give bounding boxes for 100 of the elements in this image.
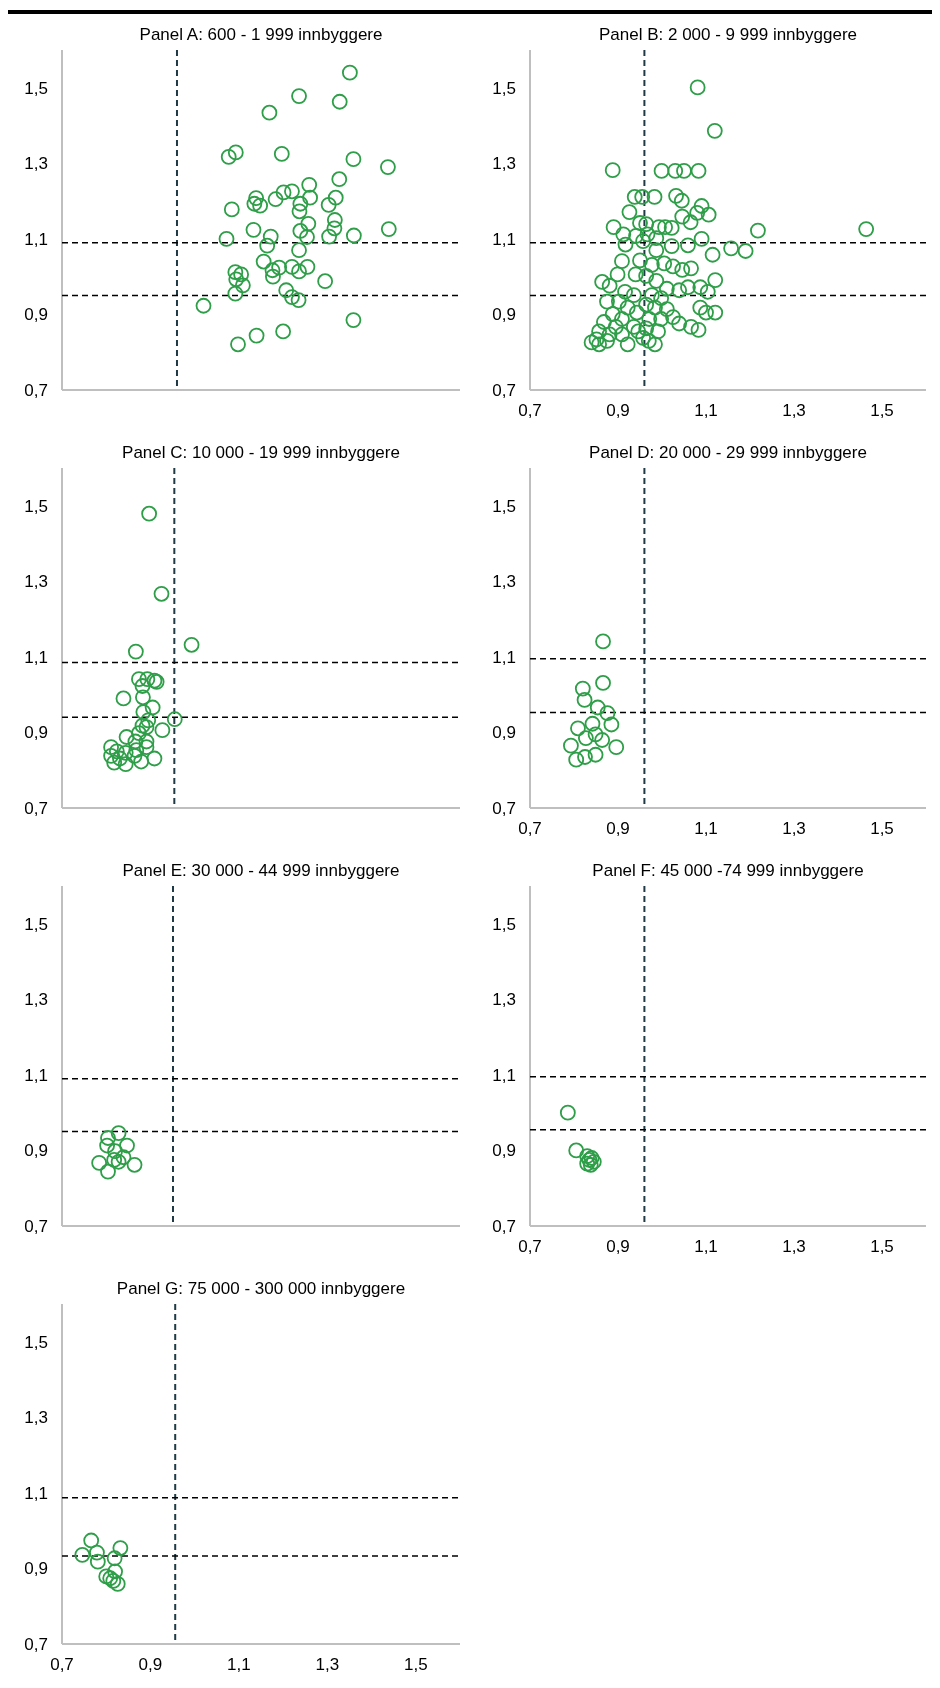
y-tick-label: 1,5 bbox=[24, 914, 48, 934]
point bbox=[131, 671, 147, 688]
point bbox=[110, 1153, 127, 1170]
point bbox=[233, 266, 249, 283]
point bbox=[299, 258, 316, 275]
point bbox=[103, 747, 119, 764]
point bbox=[326, 212, 343, 228]
y-tick-label: 0,7 bbox=[492, 1216, 516, 1236]
point bbox=[154, 722, 171, 739]
point bbox=[133, 753, 150, 770]
point bbox=[327, 189, 344, 206]
point bbox=[119, 1137, 135, 1154]
point bbox=[139, 671, 156, 688]
point bbox=[245, 221, 262, 238]
point bbox=[584, 715, 601, 732]
point bbox=[291, 88, 307, 104]
point bbox=[284, 183, 300, 200]
point bbox=[103, 739, 119, 756]
point bbox=[275, 323, 292, 340]
x-tick-label: 0,7 bbox=[518, 401, 542, 420]
point bbox=[183, 636, 200, 653]
point bbox=[234, 277, 251, 294]
y-tick-label: 0,7 bbox=[492, 798, 516, 818]
point bbox=[108, 743, 125, 760]
point bbox=[83, 1532, 100, 1549]
point bbox=[223, 201, 240, 218]
point bbox=[98, 1568, 115, 1585]
x-tick-label: 1,5 bbox=[870, 401, 894, 420]
point bbox=[317, 273, 334, 290]
x-tick-label: 1,3 bbox=[315, 1655, 340, 1674]
point bbox=[115, 1149, 132, 1166]
y-tick-label: 1,5 bbox=[492, 914, 516, 934]
y-tick-label: 1,3 bbox=[24, 1408, 48, 1428]
point bbox=[595, 633, 611, 650]
point bbox=[331, 171, 348, 188]
point bbox=[218, 230, 235, 247]
point bbox=[228, 271, 245, 288]
point bbox=[126, 1156, 143, 1173]
point bbox=[100, 1163, 116, 1180]
y-tick-label: 0,7 bbox=[24, 380, 48, 400]
x-tick-label: 0,9 bbox=[606, 1237, 630, 1256]
x-tick-label: 0,9 bbox=[606, 401, 630, 420]
x-tick-label: 0,7 bbox=[518, 1237, 542, 1256]
point bbox=[331, 93, 348, 110]
point bbox=[127, 643, 144, 660]
point bbox=[278, 282, 295, 299]
point bbox=[576, 692, 593, 708]
point bbox=[146, 750, 163, 767]
point bbox=[138, 719, 155, 736]
point bbox=[118, 729, 135, 745]
x-tick-label: 1,1 bbox=[694, 819, 718, 838]
point bbox=[599, 705, 616, 722]
y-tick-label: 1,5 bbox=[492, 78, 516, 98]
point bbox=[300, 215, 317, 232]
point bbox=[227, 264, 244, 281]
point bbox=[271, 259, 288, 276]
point bbox=[284, 258, 300, 275]
point bbox=[135, 689, 151, 706]
point bbox=[595, 675, 611, 691]
point bbox=[326, 220, 343, 237]
point bbox=[301, 176, 318, 193]
x-tick-label: 1,3 bbox=[782, 1237, 806, 1256]
point bbox=[109, 1576, 126, 1592]
y-tick-label: 0,7 bbox=[24, 1634, 48, 1654]
y-tick-label: 1,1 bbox=[492, 647, 516, 667]
y-tick-label: 0,9 bbox=[492, 305, 516, 325]
point bbox=[138, 739, 155, 756]
point bbox=[126, 747, 143, 764]
y-tick-label: 1,1 bbox=[24, 647, 48, 667]
y-tick-label: 0,9 bbox=[24, 723, 48, 743]
point bbox=[574, 680, 591, 697]
point bbox=[112, 750, 128, 767]
point bbox=[559, 1104, 576, 1121]
point bbox=[220, 149, 237, 165]
point bbox=[255, 253, 272, 270]
point bbox=[321, 228, 337, 245]
point bbox=[568, 1142, 585, 1159]
y-tick-label: 1,5 bbox=[492, 496, 516, 516]
chart-title: Panel B: 2 000 - 9 999 innbyggere bbox=[598, 25, 858, 44]
y-tick-label: 0,7 bbox=[492, 380, 516, 400]
chart-title: Panel E: 30 000 - 44 999 innbyggere bbox=[122, 861, 400, 880]
y-tick-label: 1,3 bbox=[492, 990, 516, 1010]
point bbox=[291, 203, 308, 220]
point bbox=[89, 1544, 105, 1561]
point bbox=[341, 64, 358, 81]
point bbox=[594, 732, 611, 748]
point bbox=[100, 1130, 116, 1146]
point bbox=[246, 195, 263, 212]
x-tick-label: 0,9 bbox=[138, 1655, 163, 1674]
point bbox=[290, 292, 307, 308]
y-tick-label: 0,9 bbox=[24, 305, 48, 325]
point bbox=[127, 733, 144, 750]
point bbox=[587, 726, 604, 743]
x-tick-label: 1,1 bbox=[694, 401, 718, 420]
point bbox=[292, 223, 309, 239]
point bbox=[74, 1546, 91, 1563]
point bbox=[110, 1125, 127, 1141]
point bbox=[267, 191, 284, 208]
point bbox=[259, 237, 276, 254]
y-tick-label: 1,3 bbox=[24, 154, 48, 174]
